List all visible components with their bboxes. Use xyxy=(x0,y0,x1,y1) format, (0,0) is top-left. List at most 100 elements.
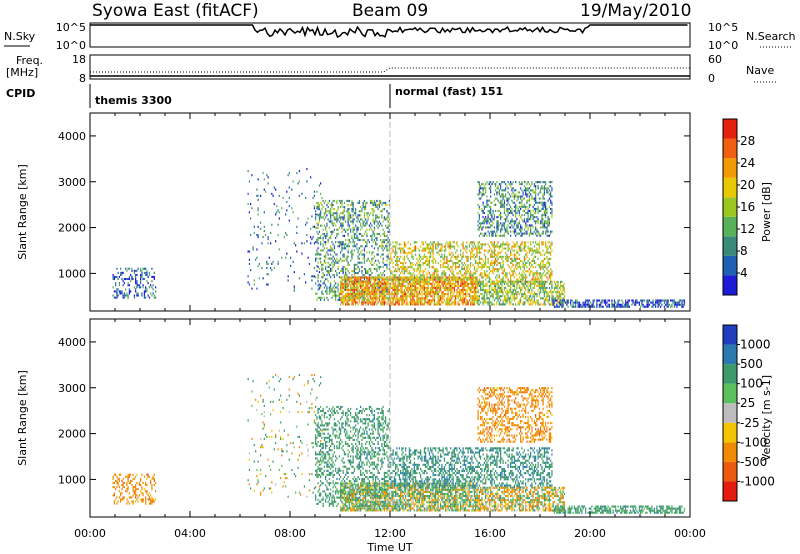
range-gate-cell xyxy=(468,272,471,275)
range-gate-cell xyxy=(456,249,458,252)
range-gate-cell xyxy=(360,218,362,221)
range-gate-cell xyxy=(542,280,544,283)
range-gate-cell xyxy=(493,259,496,262)
range-gate-cell xyxy=(353,249,356,252)
range-gate-cell xyxy=(480,282,482,285)
range-gate-cell xyxy=(537,209,539,212)
range-gate-cell xyxy=(533,262,536,265)
range-gate-cell xyxy=(471,284,473,287)
range-gate-cell xyxy=(140,275,142,278)
range-gate-cell xyxy=(505,251,507,254)
range-gate-cell xyxy=(390,243,392,246)
range-gate-cell xyxy=(345,295,347,298)
range-gate-cell xyxy=(368,295,371,298)
range-gate-cell xyxy=(376,239,378,242)
range-gate-cell xyxy=(320,261,322,264)
range-gate-cell xyxy=(353,241,356,244)
range-gate-cell xyxy=(346,274,348,277)
range-gate-cell xyxy=(498,255,501,258)
range-gate-cell xyxy=(551,209,553,212)
range-gate-cell xyxy=(387,276,389,279)
range-gate-cell xyxy=(370,297,372,300)
range-gate-cell xyxy=(543,257,546,260)
range-gate-cell xyxy=(526,212,528,215)
range-gate-cell xyxy=(492,222,494,225)
range-gate-cell xyxy=(341,245,343,248)
range-gate-cell xyxy=(381,216,383,219)
range-gate-cell xyxy=(422,280,424,283)
range-gate-cell xyxy=(380,272,382,275)
range-gate-cell xyxy=(490,220,492,223)
range-gate-cell xyxy=(327,249,329,252)
range-gate-cell xyxy=(526,224,528,227)
range-gate-cell xyxy=(525,264,527,267)
range-gate-cell xyxy=(388,218,391,221)
range-gate-cell xyxy=(317,253,319,256)
range-gate-cell xyxy=(493,245,496,248)
range-gate-cell xyxy=(485,232,487,235)
range-gate-cell xyxy=(545,266,547,269)
range-gate-cell xyxy=(135,278,137,281)
range-gate-cell xyxy=(530,270,532,273)
range-gate-cell xyxy=(340,291,342,294)
range-gate-cell xyxy=(522,264,524,267)
range-gate-cell xyxy=(136,282,138,285)
range-gate-cell xyxy=(422,262,424,265)
range-gate-cell xyxy=(346,255,348,258)
range-gate-cell xyxy=(347,199,349,202)
range-gate-cell xyxy=(487,243,489,246)
range-gate-cell xyxy=(471,255,473,258)
range-gate-cell xyxy=(537,251,539,254)
range-gate-cell xyxy=(368,282,371,285)
range-gate-cell xyxy=(511,189,513,192)
range-gate-cell xyxy=(435,276,437,279)
range-gate-cell xyxy=(427,264,429,267)
range-gate-cell xyxy=(543,264,546,267)
range-gate-cell xyxy=(445,243,447,246)
range-gate-cell xyxy=(456,272,458,275)
range-gate-cell xyxy=(427,295,429,298)
range-gate-cell xyxy=(388,239,391,242)
range-gate-cell xyxy=(360,284,362,287)
range-gate-cell xyxy=(352,226,354,229)
range-gate-cell xyxy=(353,267,356,270)
range-gate-cell xyxy=(480,286,482,289)
range-gate-cell xyxy=(407,284,409,287)
range-gate-cell xyxy=(527,212,529,215)
range-gate-cell xyxy=(361,289,363,292)
range-gate-cell xyxy=(472,280,474,283)
range-gate-cell xyxy=(518,286,521,289)
range-gate-cell xyxy=(317,214,319,217)
range-gate-cell xyxy=(357,214,359,217)
range-gate-cell xyxy=(331,296,333,299)
range-gate-cell xyxy=(440,289,442,292)
range-gate-cell xyxy=(123,278,126,281)
range-gate-cell xyxy=(383,301,386,304)
range-gate-cell xyxy=(321,196,323,199)
range-gate-cell xyxy=(453,295,456,298)
range-gate-cell xyxy=(287,279,289,282)
range-gate-cell xyxy=(278,248,280,251)
range-gate-cell xyxy=(348,214,351,217)
range-gate-cell xyxy=(133,286,136,289)
range-gate-cell xyxy=(413,301,416,304)
range-gate-cell xyxy=(531,259,533,262)
range-gate-cell xyxy=(378,289,381,292)
range-gate-cell xyxy=(518,284,521,287)
range-gate-cell xyxy=(351,204,353,207)
range-gate-cell xyxy=(480,289,482,292)
range-gate-cell xyxy=(388,289,391,292)
range-gate-cell xyxy=(432,286,434,289)
range-gate-cell xyxy=(318,214,321,217)
range-gate-cell xyxy=(431,284,433,287)
range-gate-cell xyxy=(445,303,447,306)
range-gate-cell xyxy=(402,299,404,302)
range-gate-cell xyxy=(446,301,448,304)
range-gate-cell xyxy=(363,253,366,256)
range-gate-cell xyxy=(347,234,349,237)
range-gate-cell xyxy=(487,301,489,304)
range-gate-cell xyxy=(400,243,402,246)
range-gate-cell xyxy=(501,266,503,269)
range-gate-cell xyxy=(266,262,268,265)
range-gate-cell xyxy=(545,303,547,306)
